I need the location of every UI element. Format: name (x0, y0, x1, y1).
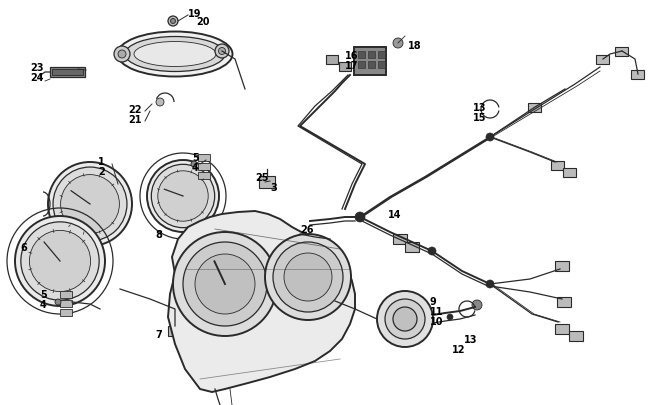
Circle shape (273, 243, 343, 312)
Circle shape (355, 213, 365, 222)
Text: 23: 23 (30, 63, 44, 73)
Bar (393, 234, 407, 244)
Polygon shape (168, 211, 355, 392)
Circle shape (21, 222, 99, 301)
Bar (569, 331, 583, 341)
Circle shape (183, 243, 267, 326)
Text: 16: 16 (345, 51, 359, 61)
Circle shape (48, 162, 132, 246)
Bar (551, 161, 564, 170)
Circle shape (486, 280, 494, 288)
Bar (557, 297, 571, 307)
Circle shape (447, 314, 453, 320)
Ellipse shape (118, 32, 233, 77)
Text: 4: 4 (40, 299, 47, 309)
Bar (405, 243, 419, 252)
Text: 2: 2 (98, 166, 105, 177)
Circle shape (55, 299, 61, 305)
Bar (555, 324, 569, 334)
Circle shape (377, 291, 433, 347)
Bar (52, 70, 83, 76)
Text: 7: 7 (155, 329, 162, 339)
Bar (564, 168, 577, 177)
Text: 3: 3 (270, 183, 277, 192)
Circle shape (158, 171, 208, 222)
Text: 21: 21 (128, 115, 142, 125)
Bar (378, 52, 385, 59)
Bar (259, 177, 275, 189)
Circle shape (118, 51, 126, 59)
Text: 19: 19 (188, 9, 202, 19)
Circle shape (147, 161, 219, 232)
Circle shape (486, 134, 494, 142)
Circle shape (393, 39, 403, 49)
Text: 13: 13 (473, 103, 486, 113)
Bar (528, 103, 541, 112)
Bar (368, 52, 375, 59)
Bar (632, 70, 645, 79)
Circle shape (168, 17, 178, 27)
Text: 6: 6 (20, 243, 27, 252)
Circle shape (173, 232, 277, 336)
Circle shape (15, 216, 105, 306)
Text: 22: 22 (128, 105, 142, 115)
Bar (60, 309, 72, 316)
Bar (358, 52, 365, 59)
Circle shape (53, 168, 127, 241)
Circle shape (151, 165, 215, 228)
Bar (555, 261, 569, 271)
Bar (168, 326, 182, 336)
Text: 11: 11 (430, 306, 443, 316)
Text: 17: 17 (345, 61, 359, 71)
Circle shape (265, 234, 351, 320)
Circle shape (156, 99, 164, 107)
Text: 10: 10 (430, 316, 443, 326)
Text: 8: 8 (155, 230, 162, 239)
Text: 25: 25 (255, 173, 268, 183)
Bar (339, 62, 351, 71)
Text: 24: 24 (30, 73, 44, 83)
Circle shape (114, 47, 130, 63)
Bar (60, 291, 72, 298)
Ellipse shape (134, 43, 216, 67)
Ellipse shape (125, 37, 225, 72)
Bar (60, 300, 72, 307)
Circle shape (393, 307, 417, 331)
Bar (198, 164, 210, 171)
Bar (50, 68, 85, 78)
Text: 4: 4 (192, 162, 199, 173)
Circle shape (472, 300, 482, 310)
Circle shape (170, 19, 176, 24)
Circle shape (191, 162, 197, 168)
Text: 9: 9 (430, 296, 437, 306)
Bar (198, 173, 210, 179)
Circle shape (60, 175, 120, 234)
Circle shape (385, 299, 425, 339)
Circle shape (428, 247, 436, 256)
Text: 1: 1 (98, 157, 105, 166)
Text: 26: 26 (300, 224, 313, 234)
Text: 18: 18 (408, 41, 422, 51)
Bar (198, 155, 210, 162)
Bar (354, 48, 386, 76)
Text: 5: 5 (40, 289, 47, 299)
Circle shape (29, 231, 90, 292)
Circle shape (215, 45, 229, 59)
Text: 20: 20 (196, 17, 209, 27)
Circle shape (284, 254, 332, 301)
Text: 15: 15 (473, 113, 486, 123)
Text: 12: 12 (452, 344, 465, 354)
Bar (326, 55, 338, 64)
Circle shape (195, 254, 255, 314)
Text: 13: 13 (464, 334, 478, 344)
Bar (597, 55, 610, 64)
Bar (378, 62, 385, 69)
Circle shape (218, 48, 226, 55)
Bar (616, 47, 629, 56)
Bar (368, 62, 375, 69)
Text: 14: 14 (388, 209, 402, 220)
Text: 5: 5 (192, 153, 199, 162)
Bar (358, 62, 365, 69)
